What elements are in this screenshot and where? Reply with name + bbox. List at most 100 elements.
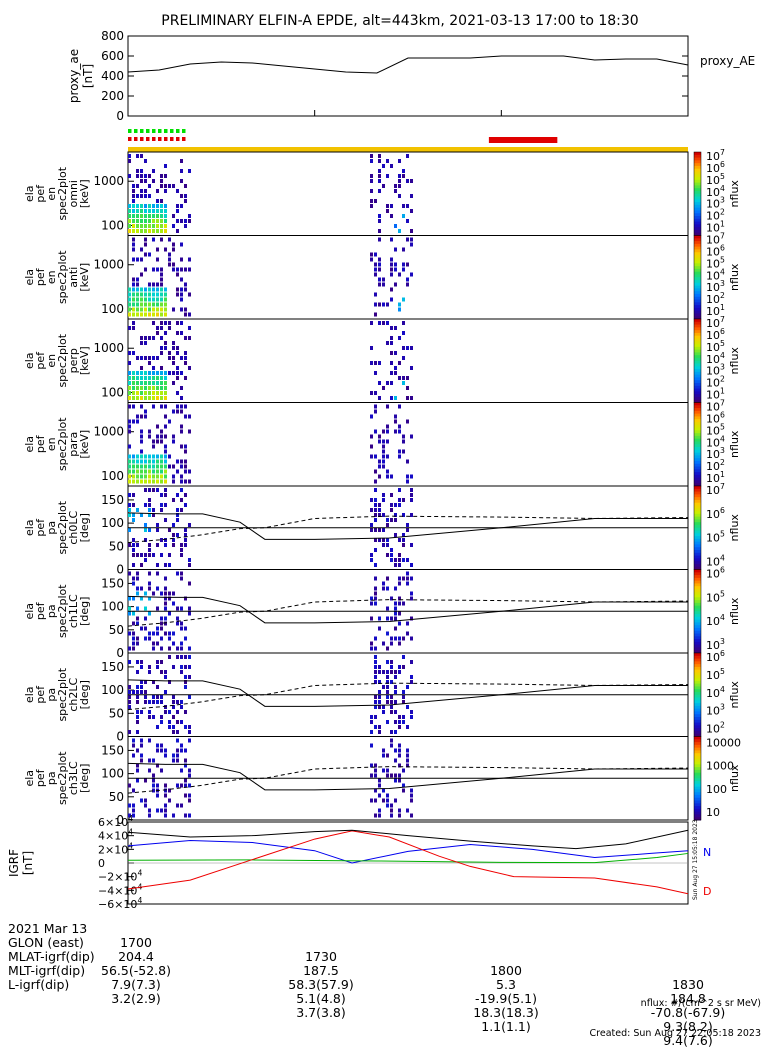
spectrogram-pixel xyxy=(148,376,151,380)
spectrogram-pixel xyxy=(398,563,401,567)
colorbar-tick-label: 105 xyxy=(706,667,725,682)
spectrogram-pixel xyxy=(390,272,393,277)
spectrogram-pixel xyxy=(188,219,191,223)
colorbar-cell xyxy=(694,708,701,712)
colorbar-cell xyxy=(694,335,701,339)
local-normal-line xyxy=(127,599,689,627)
spectrogram-pixel xyxy=(144,778,147,783)
spectrogram-pixel xyxy=(156,209,159,213)
colorbar-cell xyxy=(694,655,701,660)
spectrogram-pixel xyxy=(140,287,143,292)
ephem-value: 5.3 xyxy=(496,977,516,992)
spectrogram-pixel xyxy=(128,508,131,512)
spectrogram-pixel xyxy=(136,376,139,380)
spectrogram-pixel xyxy=(132,312,135,317)
spectrogram-pixel xyxy=(132,189,135,193)
spectrogram-pixel xyxy=(156,631,159,636)
spectrogram-panel: elapefpaspec2plotch0LC[deg]1501005001071… xyxy=(23,482,741,577)
colorbar-cell xyxy=(694,202,701,206)
spectrogram-pixel xyxy=(156,376,159,380)
spectrogram-pixel xyxy=(382,459,385,464)
spectrogram-pixel xyxy=(184,376,187,380)
spectrogram-pixel xyxy=(140,690,143,694)
spectrogram-pixel xyxy=(140,204,143,208)
pa-tick-label: 50 xyxy=(109,539,124,553)
colorbar-cell xyxy=(694,310,701,314)
colorbar-tick-label: 107 xyxy=(706,482,725,497)
spectrogram-pixel xyxy=(164,444,167,449)
spectrogram-pixel xyxy=(184,307,187,312)
spectrogram-pixel xyxy=(148,596,151,601)
spectrogram-pixel xyxy=(382,586,385,591)
colorbar-cell xyxy=(694,185,701,189)
spectrogram-pixel xyxy=(156,626,159,631)
spectrogram-pixel xyxy=(180,655,183,659)
colorbar-tick-label: 107 xyxy=(706,315,725,330)
colorbar-cell xyxy=(694,686,701,690)
colorbar-cell xyxy=(694,622,701,626)
colorbar-cell xyxy=(694,360,701,365)
spectrogram-pixel xyxy=(386,773,389,778)
spectrogram-pixel xyxy=(402,700,405,704)
science-zone-marker xyxy=(182,137,186,141)
spectrogram-pixel xyxy=(382,439,385,444)
spectrogram-pixel xyxy=(180,267,183,272)
spectrogram-pixel xyxy=(390,700,393,704)
spectrogram-pixel xyxy=(144,396,147,400)
spectrogram-pixel xyxy=(188,793,191,798)
spectrogram-pixel xyxy=(132,391,135,395)
energy-tick-label: 100 xyxy=(101,302,124,316)
spectrogram-pixel xyxy=(168,596,171,601)
spectrogram-pixel xyxy=(128,503,131,507)
spectrogram-pixel xyxy=(136,508,139,512)
spectrogram-pixel xyxy=(172,242,175,247)
spectrogram-pixel xyxy=(180,429,183,434)
colorbar-cell xyxy=(694,291,701,295)
spectrogram-pixel xyxy=(168,798,171,803)
colorbar-cell xyxy=(694,625,701,629)
spectrogram-pixel xyxy=(164,601,167,606)
spectrogram-pixel xyxy=(160,391,163,395)
spectrogram-pixel xyxy=(386,321,389,325)
spectrogram-pixel xyxy=(160,224,163,228)
spectrogram-pixel xyxy=(144,591,147,596)
spectrogram-pixel xyxy=(406,396,409,400)
ephem-row: MLT-igrf(dip) 7.9(7.3) 5.1(4.8) 18.3(18.… xyxy=(8,950,768,1034)
colorbar-cell xyxy=(694,769,701,774)
spectrogram-pixel xyxy=(132,204,135,208)
colorbar-cell xyxy=(694,271,701,275)
spectrogram-pixel xyxy=(152,788,155,793)
colorbar-cell xyxy=(694,722,701,726)
spectrogram-pixel xyxy=(168,725,171,729)
spectrogram-pixel xyxy=(136,307,139,312)
spectrogram-pixel xyxy=(370,641,373,646)
panel-ylabel: spec2plot xyxy=(56,333,69,387)
spectrogram-pixel xyxy=(184,636,187,641)
spectrogram-pixel xyxy=(390,730,393,734)
local-normal-line xyxy=(127,682,689,711)
spectrogram-pixel xyxy=(160,715,163,719)
spectrogram-pixel xyxy=(398,184,401,188)
spectrogram-pixel xyxy=(184,282,187,287)
spectrogram-pixel xyxy=(374,725,377,729)
spectrogram-pixel xyxy=(168,257,171,262)
spectrogram-pixel xyxy=(164,591,167,596)
spectrogram-pixel xyxy=(140,404,143,409)
spectrogram-pixel xyxy=(188,606,191,611)
spectrogram-pixel xyxy=(172,695,175,699)
spectrogram-pixel xyxy=(140,454,143,459)
spectrogram-pixel xyxy=(156,454,159,459)
spectrogram-pixel xyxy=(172,705,175,709)
spectrogram-pixel xyxy=(168,611,171,616)
spectrogram-pixels xyxy=(128,321,413,400)
proxy-ae-line xyxy=(127,55,689,74)
spectrogram-pixel xyxy=(374,503,377,507)
spectrogram-pixel xyxy=(140,371,143,375)
panel-ylabel: ela xyxy=(23,269,36,286)
spectrogram-pixel xyxy=(168,591,171,596)
spectrogram-pixel xyxy=(370,454,373,459)
spectrogram-pixel xyxy=(394,267,397,272)
spectrogram-pixel xyxy=(390,616,393,621)
spectrogram-pixel xyxy=(144,312,147,317)
